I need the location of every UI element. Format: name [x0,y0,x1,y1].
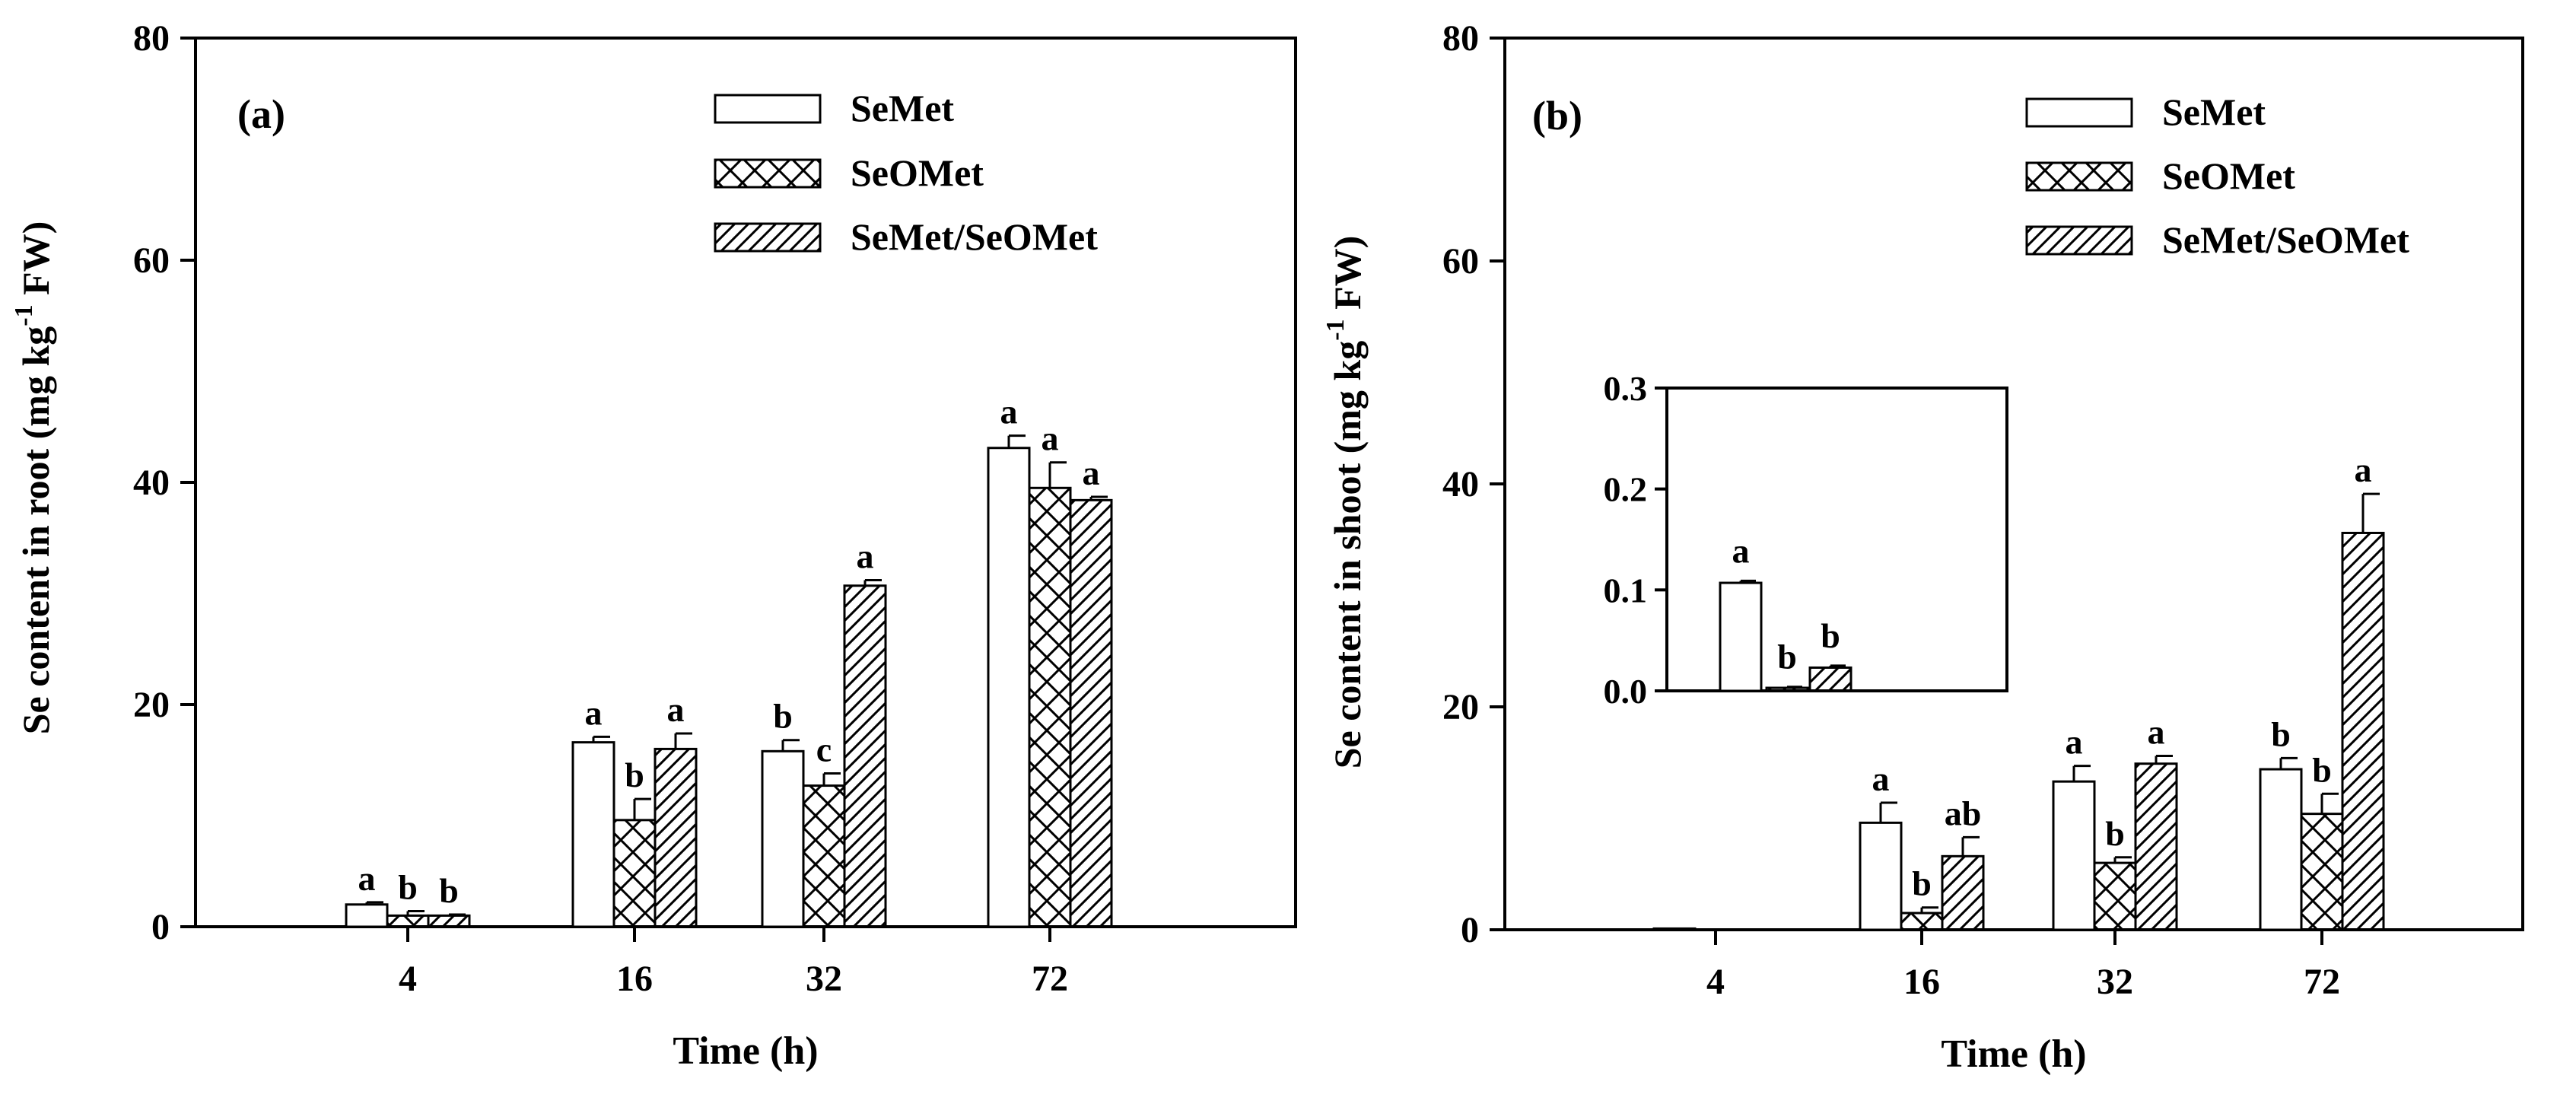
significance-letter: b [398,868,418,907]
legend-swatch-crosshatch [714,158,822,189]
x-tick-label: 32 [806,959,842,999]
inset-significance-letter: a [1732,531,1750,570]
significance-letter: b [439,871,459,910]
bar-crosshatch [2093,861,2137,931]
legend-label: SeOMet [2162,154,2295,197]
x-axis-title: Time (h) [673,1029,818,1073]
significance-letter: ab [1945,794,1982,832]
x-tick-label: 4 [399,959,417,999]
y-tick-label: 20 [133,685,170,725]
inset-significance-letter: b [1777,638,1797,676]
significance-letter: a [2148,712,2165,751]
bar-open [2259,768,2303,931]
bar-open [1859,821,1903,931]
y-tick-label: 0 [1461,910,1479,950]
significance-letter: b [2312,750,2332,789]
x-axis-title: Time (h) [1941,1032,2086,1076]
significance-letter: b [625,756,644,794]
legend-label: SeMet [851,87,954,129]
bar-diagonal [843,584,887,928]
inset-y-tick-label: 0.2 [1604,470,1648,509]
bar-open [2052,780,2096,931]
significance-letter: a [358,859,376,898]
bar-open [761,749,805,928]
significance-letter: a [857,536,874,575]
legend-label: SeMet/SeOMet [851,215,1098,258]
legend-swatch-diagonal [2025,225,2133,256]
bar-crosshatch [1900,912,1944,931]
y-axis-title: Se content in shoot (mg kg-1 FW) [1321,236,1369,769]
y-tick-label: 0 [151,907,170,947]
legend-swatch-diagonal [714,222,822,253]
inset-bar-crosshatch [1765,686,1809,692]
significance-letter: a [667,690,685,729]
inset-bar-open [1719,581,1763,692]
y-axis-title-sup: -1 [10,304,38,326]
y-tick-label: 20 [1442,687,1479,727]
bar-diagonal [1069,498,1113,928]
y-axis-title: Se content in root (mg kg-1 FW) [10,221,57,735]
significance-letter: a [1872,759,1890,798]
inset-bar-diagonal [1808,666,1852,692]
panel-label: (a) [237,91,285,137]
bar-diagonal [427,914,471,928]
bar-diagonal [1941,854,1985,931]
y-axis-title-tail: FW) [14,221,57,305]
significance-letter: b [773,697,793,736]
inset-y-tick-label: 0.1 [1604,571,1648,609]
inset-y-tick-label: 0.3 [1604,369,1648,408]
x-tick-label: 16 [1903,962,1940,1002]
legend-label: SeOMet [851,151,984,194]
legend-label: SeMet [2162,91,2266,133]
bar-diagonal [654,747,698,928]
panel-label: (b) [1532,93,1582,138]
y-tick-label: 60 [1442,241,1479,282]
legend-swatch-open [2025,97,2133,128]
bar-diagonal [2134,762,2178,931]
x-tick-label: 32 [2097,962,2133,1002]
bar-crosshatch [612,819,657,928]
inset-y-tick-label: 0.0 [1604,672,1648,711]
bar-open [1652,927,1697,931]
legend-swatch-crosshatch [2025,161,2133,192]
significance-letter: a [2066,723,2083,762]
bar-open [345,903,389,928]
inset-significance-letter: b [1821,616,1840,655]
significance-letter: b [2105,814,2125,853]
y-tick-label: 80 [1442,18,1479,59]
bar-open [571,741,615,928]
inset-chart: 0.0 0.1 0.2 0.3 a bb [1604,369,2008,711]
bar-diagonal [2341,531,2385,931]
y-axis-title-main: Se content in shoot (mg kg [1326,341,1369,769]
legend-swatch-open [714,94,822,124]
significance-letter: b [2271,714,2291,753]
y-axis-title-sup: -1 [1321,319,1350,340]
significance-letter: a [1000,393,1018,431]
x-tick-label: 4 [1706,962,1725,1002]
panel-b-shoot-chart: 0 20 40 60 80 4 16 32 72 Time (h) Se content in sh… [1321,18,2524,1076]
y-tick-label: 60 [133,240,170,281]
y-tick-label: 40 [133,463,170,503]
significance-letter: c [816,730,832,769]
bar-crosshatch [386,914,430,928]
legend-label: SeMet/SeOMet [2162,218,2409,261]
significance-letter: a [1083,453,1100,492]
x-tick-label: 72 [2304,962,2340,1002]
bar-crosshatch [802,784,846,928]
x-tick-label: 16 [616,959,653,999]
y-tick-label: 80 [133,18,170,59]
bar-crosshatch [2300,813,2344,931]
significance-letter: a [585,693,603,732]
y-axis-title-main: Se content in root (mg kg [14,326,57,735]
bar-crosshatch [1028,486,1072,928]
bar-open [987,447,1031,928]
panel-a-root-chart: 0 20 40 60 80 4 16 32 72 Time (h) Se content in ro… [10,18,1297,1073]
significance-letter: a [2355,450,2372,489]
significance-letter: b [1912,864,1932,903]
x-tick-label: 72 [1032,959,1068,999]
significance-letter: a [1042,419,1059,458]
y-axis-title-tail: FW) [1326,236,1369,320]
y-tick-label: 40 [1442,464,1479,504]
